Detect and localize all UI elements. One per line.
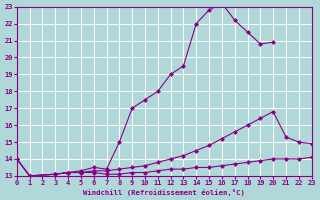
X-axis label: Windchill (Refroidissement éolien,°C): Windchill (Refroidissement éolien,°C) <box>83 189 245 196</box>
